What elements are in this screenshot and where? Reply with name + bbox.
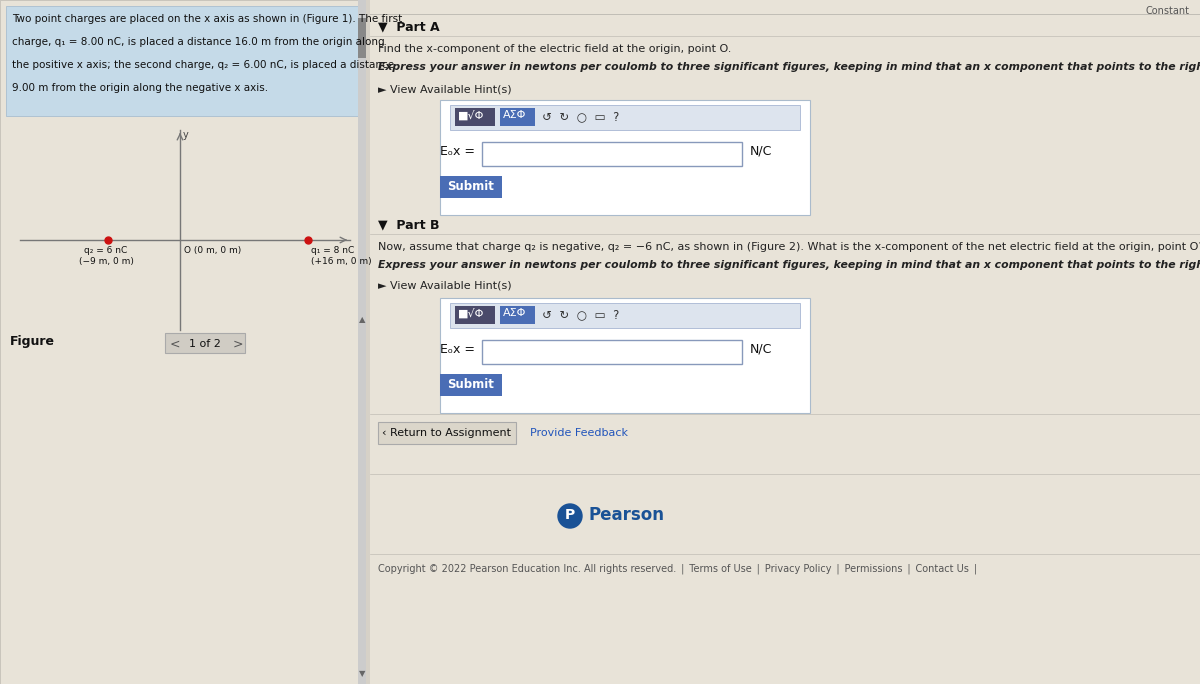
Circle shape: [558, 504, 582, 528]
Text: N/C: N/C: [750, 145, 773, 158]
Text: N/C: N/C: [750, 343, 773, 356]
Bar: [482, 142, 742, 166]
Text: 1 of 2: 1 of 2: [190, 339, 221, 349]
Text: y: y: [182, 130, 188, 140]
Text: Two point charges are placed on the x axis as shown in (Figure 1). The first: Two point charges are placed on the x ax…: [12, 14, 402, 24]
Text: O (0 m, 0 m): O (0 m, 0 m): [184, 246, 241, 255]
Bar: [440, 374, 502, 396]
Text: ↺  ↻  ○  ▭  ?: ↺ ↻ ○ ▭ ?: [542, 110, 619, 123]
Text: Pearson: Pearson: [588, 506, 664, 524]
Bar: [455, 108, 496, 126]
Text: q₁ = 8 nC: q₁ = 8 nC: [311, 246, 354, 255]
Bar: [166, 333, 245, 353]
Bar: [0, 0, 365, 684]
Text: ↺  ↻  ○  ▭  ?: ↺ ↻ ○ ▭ ?: [542, 308, 619, 321]
Text: <: <: [170, 337, 180, 350]
Text: ▼  Part A: ▼ Part A: [378, 20, 439, 33]
Text: Eₒx =: Eₒx =: [440, 145, 475, 158]
Bar: [440, 100, 810, 215]
Text: ► View Available Hint(s): ► View Available Hint(s): [378, 84, 511, 94]
Text: ■√Φ: ■√Φ: [458, 110, 485, 120]
Bar: [358, 0, 366, 684]
Text: q₂ = 6 nC: q₂ = 6 nC: [84, 246, 127, 255]
Text: 9.00 m from the origin along the negative x axis.: 9.00 m from the origin along the negativ…: [12, 83, 268, 93]
Text: the positive x axis; the second charge, q₂ = 6.00 nC, is placed a distance: the positive x axis; the second charge, …: [12, 60, 394, 70]
Text: >: >: [233, 337, 244, 350]
Text: ► View Available Hint(s): ► View Available Hint(s): [378, 280, 511, 290]
Text: charge, q₁ = 8.00 nC, is placed a distance 16.0 m from the origin along: charge, q₁ = 8.00 nC, is placed a distan…: [12, 37, 385, 47]
Text: Submit: Submit: [448, 378, 494, 391]
Bar: [440, 176, 502, 198]
Bar: [500, 306, 535, 324]
Bar: [455, 306, 496, 324]
Text: Find the x-component of the electric field at the origin, point O.: Find the x-component of the electric fie…: [378, 44, 731, 54]
Bar: [440, 298, 810, 413]
Bar: [378, 422, 516, 444]
Text: P: P: [565, 508, 575, 522]
Text: ■√Φ: ■√Φ: [458, 308, 485, 318]
Text: Eₒx =: Eₒx =: [440, 343, 475, 356]
Bar: [358, 18, 366, 58]
Text: ‹ Return to Assignment: ‹ Return to Assignment: [383, 428, 511, 438]
Bar: [450, 303, 800, 328]
Bar: [6, 6, 358, 116]
Text: Submit: Submit: [448, 181, 494, 194]
Text: Now, assume that charge q₂ is negative, q₂ = −6 nC, as shown in (Figure 2). What: Now, assume that charge q₂ is negative, …: [378, 242, 1200, 252]
Text: Figure: Figure: [10, 335, 55, 348]
Text: Constant: Constant: [1146, 6, 1190, 16]
Text: Provide Feedback: Provide Feedback: [530, 428, 628, 438]
Bar: [482, 340, 742, 364]
Text: (−9 m, 0 m): (−9 m, 0 m): [78, 257, 133, 266]
Text: AΣΦ: AΣΦ: [503, 308, 527, 318]
Bar: [450, 105, 800, 130]
Text: (+16 m, 0 m): (+16 m, 0 m): [311, 257, 372, 266]
Text: ▼  Part B: ▼ Part B: [378, 218, 439, 231]
Text: ▼: ▼: [359, 670, 365, 679]
Text: Express your answer in newtons per coulomb to three significant figures, keeping: Express your answer in newtons per coulo…: [378, 62, 1200, 72]
Text: Copyright © 2022 Pearson Education Inc. All rights reserved. | Terms of Use | Pr: Copyright © 2022 Pearson Education Inc. …: [378, 564, 977, 575]
Text: ▲: ▲: [359, 315, 365, 324]
Text: Express your answer in newtons per coulomb to three significant figures, keeping: Express your answer in newtons per coulo…: [378, 260, 1200, 270]
Bar: [370, 0, 1200, 684]
Bar: [500, 108, 535, 126]
Text: AΣΦ: AΣΦ: [503, 110, 527, 120]
